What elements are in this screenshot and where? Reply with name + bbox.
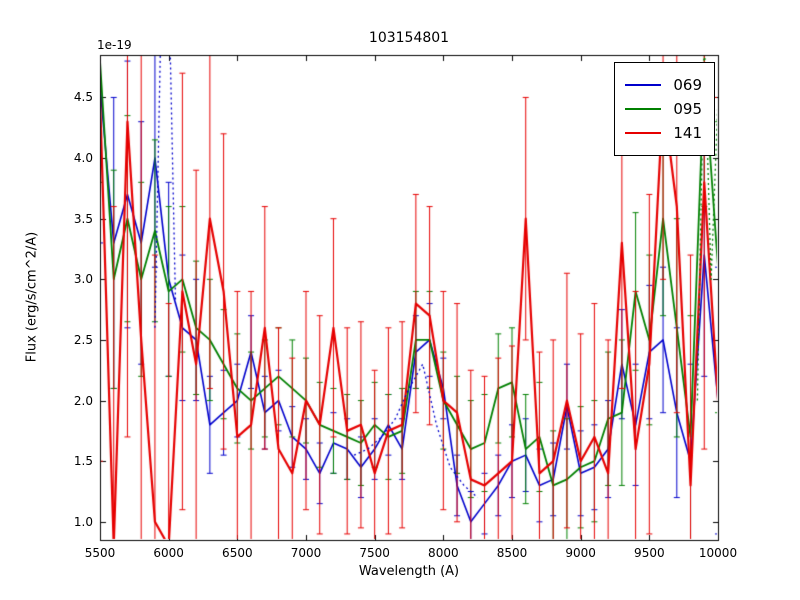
legend-line-141 [625,131,662,135]
legend-line-095 [625,108,662,110]
x-tick-label: 8500 [496,546,528,560]
x-tick-label: 7500 [359,546,390,560]
legend-label-069: 069 [673,76,702,94]
x-tick-label: 5500 [84,546,116,560]
y-tick-label: 3.0 [73,272,93,287]
legend: 069 095 141 [614,62,715,156]
y-tick-label: 2.5 [73,332,93,347]
legend-entry-141: 141 [625,124,702,142]
y-tick-label: 4.0 [73,151,93,166]
x-tick-label: 10000 [698,546,738,560]
legend-entry-069: 069 [625,76,702,94]
x-tick-label: 7000 [290,546,322,560]
legend-label-095: 095 [673,100,702,118]
y-tick-label: 2.0 [73,393,93,408]
x-tick-label: 9500 [634,546,665,560]
chart-title: 103154801 [368,30,450,46]
y-axis-label: Flux (erg/s/cm^2/A) [24,231,40,363]
x-axis-label: Wavelength (A) [358,564,460,579]
y-axis-offset-label: 1e-19 [97,38,132,52]
x-tick-label: 6000 [153,546,184,560]
legend-line-069 [625,84,662,86]
x-tick-label: 9000 [565,546,596,560]
y-tick-label: 1.0 [73,514,93,529]
y-tick-label: 1.5 [73,454,93,469]
y-tick-label: 4.5 [73,90,93,105]
legend-entry-095: 095 [625,100,702,118]
y-tick-label: 3.5 [73,211,93,226]
x-tick-label: 6500 [222,546,253,560]
legend-label-141: 141 [673,124,702,142]
x-tick-label: 8000 [428,546,459,560]
